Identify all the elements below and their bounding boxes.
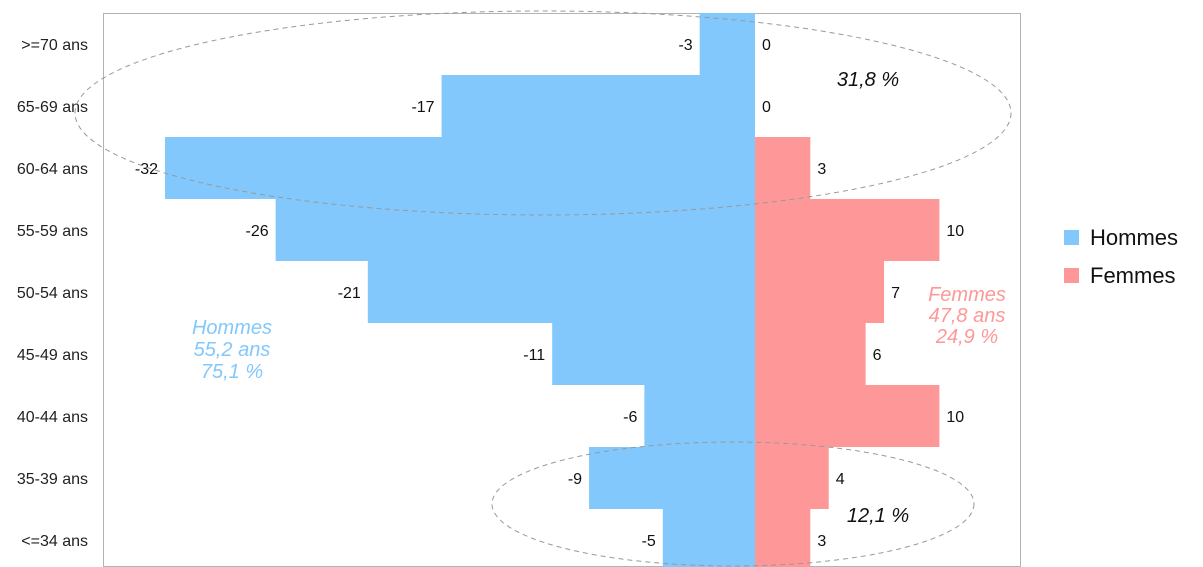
category-ticks: >=70 ans 65-69 ans 60-64 ans 55-59 ans 50-54… xyxy=(17,37,88,550)
data-label-femmes: 3 xyxy=(817,161,826,178)
data-label-hommes: -6 xyxy=(623,409,637,426)
data-label-hommes: -3 xyxy=(678,37,692,54)
bars-group xyxy=(165,13,940,567)
top-group-percent: 31,8 % xyxy=(837,69,899,91)
category-tick-label: 40-44 ans xyxy=(17,409,88,426)
data-label-femmes: 0 xyxy=(762,99,771,116)
bar-hommes xyxy=(367,261,755,323)
category-tick-label: 60-64 ans xyxy=(17,161,88,178)
data-label-femmes: 4 xyxy=(836,471,845,488)
bar-hommes xyxy=(589,447,755,509)
bar-femmes xyxy=(755,199,940,261)
bar-femmes xyxy=(755,385,940,447)
category-tick-label: 55-59 ans xyxy=(17,223,88,240)
legend: Hommes Femmes xyxy=(1064,225,1178,288)
category-tick-label: 35-39 ans xyxy=(17,471,88,488)
category-tick-label: 65-69 ans xyxy=(17,99,88,116)
data-labels: -3 0 -17 0 -32 3 -26 10 -21 7 -11 6 -6 10 -9 4 -5 3 xyxy=(135,37,964,550)
hommes-note-line-1: Hommes xyxy=(192,317,272,339)
legend-swatch-femmes xyxy=(1064,268,1079,283)
data-label-hommes: -9 xyxy=(568,471,582,488)
legend-swatch-hommes xyxy=(1064,230,1079,245)
bottom-group-percent: 12,1 % xyxy=(847,505,909,527)
bar-femmes xyxy=(755,509,811,567)
category-tick-label: >=70 ans xyxy=(21,37,88,54)
bar-femmes xyxy=(755,323,866,385)
data-label-femmes: 0 xyxy=(762,37,771,54)
femmes-note-line-3: 24,9 % xyxy=(935,326,998,348)
bar-hommes xyxy=(441,75,755,137)
bar-hommes xyxy=(275,199,755,261)
hommes-note-line-3: 75,1 % xyxy=(201,361,263,383)
bar-hommes xyxy=(165,137,755,199)
data-label-femmes: 6 xyxy=(873,347,882,364)
data-label-hommes: -5 xyxy=(642,533,656,550)
category-tick-label: 50-54 ans xyxy=(17,285,88,302)
top-group-ellipse xyxy=(74,10,1012,216)
bar-femmes xyxy=(755,447,829,509)
data-label-femmes: 3 xyxy=(817,533,826,550)
bar-hommes xyxy=(662,509,755,567)
category-tick-label: 45-49 ans xyxy=(17,347,88,364)
legend-label-hommes: Hommes xyxy=(1090,225,1178,250)
data-label-femmes: 7 xyxy=(891,285,900,302)
data-label-femmes: 10 xyxy=(946,223,964,240)
data-label-hommes: -26 xyxy=(246,223,269,240)
femmes-note-line-2: 47,8 ans xyxy=(929,305,1006,327)
bar-femmes xyxy=(755,137,811,199)
data-label-hommes: -21 xyxy=(338,285,361,302)
bottom-group-ellipse xyxy=(491,441,975,567)
legend-label-femmes: Femmes xyxy=(1090,263,1176,288)
category-tick-label: <=34 ans xyxy=(21,533,88,550)
bar-hommes xyxy=(699,13,755,75)
bar-hommes xyxy=(644,385,755,447)
bar-hommes xyxy=(552,323,755,385)
data-label-hommes: -11 xyxy=(523,347,545,364)
data-label-hommes: -32 xyxy=(135,161,158,178)
femmes-note-line-1: Femmes xyxy=(928,284,1006,306)
data-label-hommes: -17 xyxy=(411,99,434,116)
data-label-femmes: 10 xyxy=(946,409,964,426)
bar-femmes xyxy=(755,261,885,323)
hommes-note-line-2: 55,2 ans xyxy=(194,339,271,361)
